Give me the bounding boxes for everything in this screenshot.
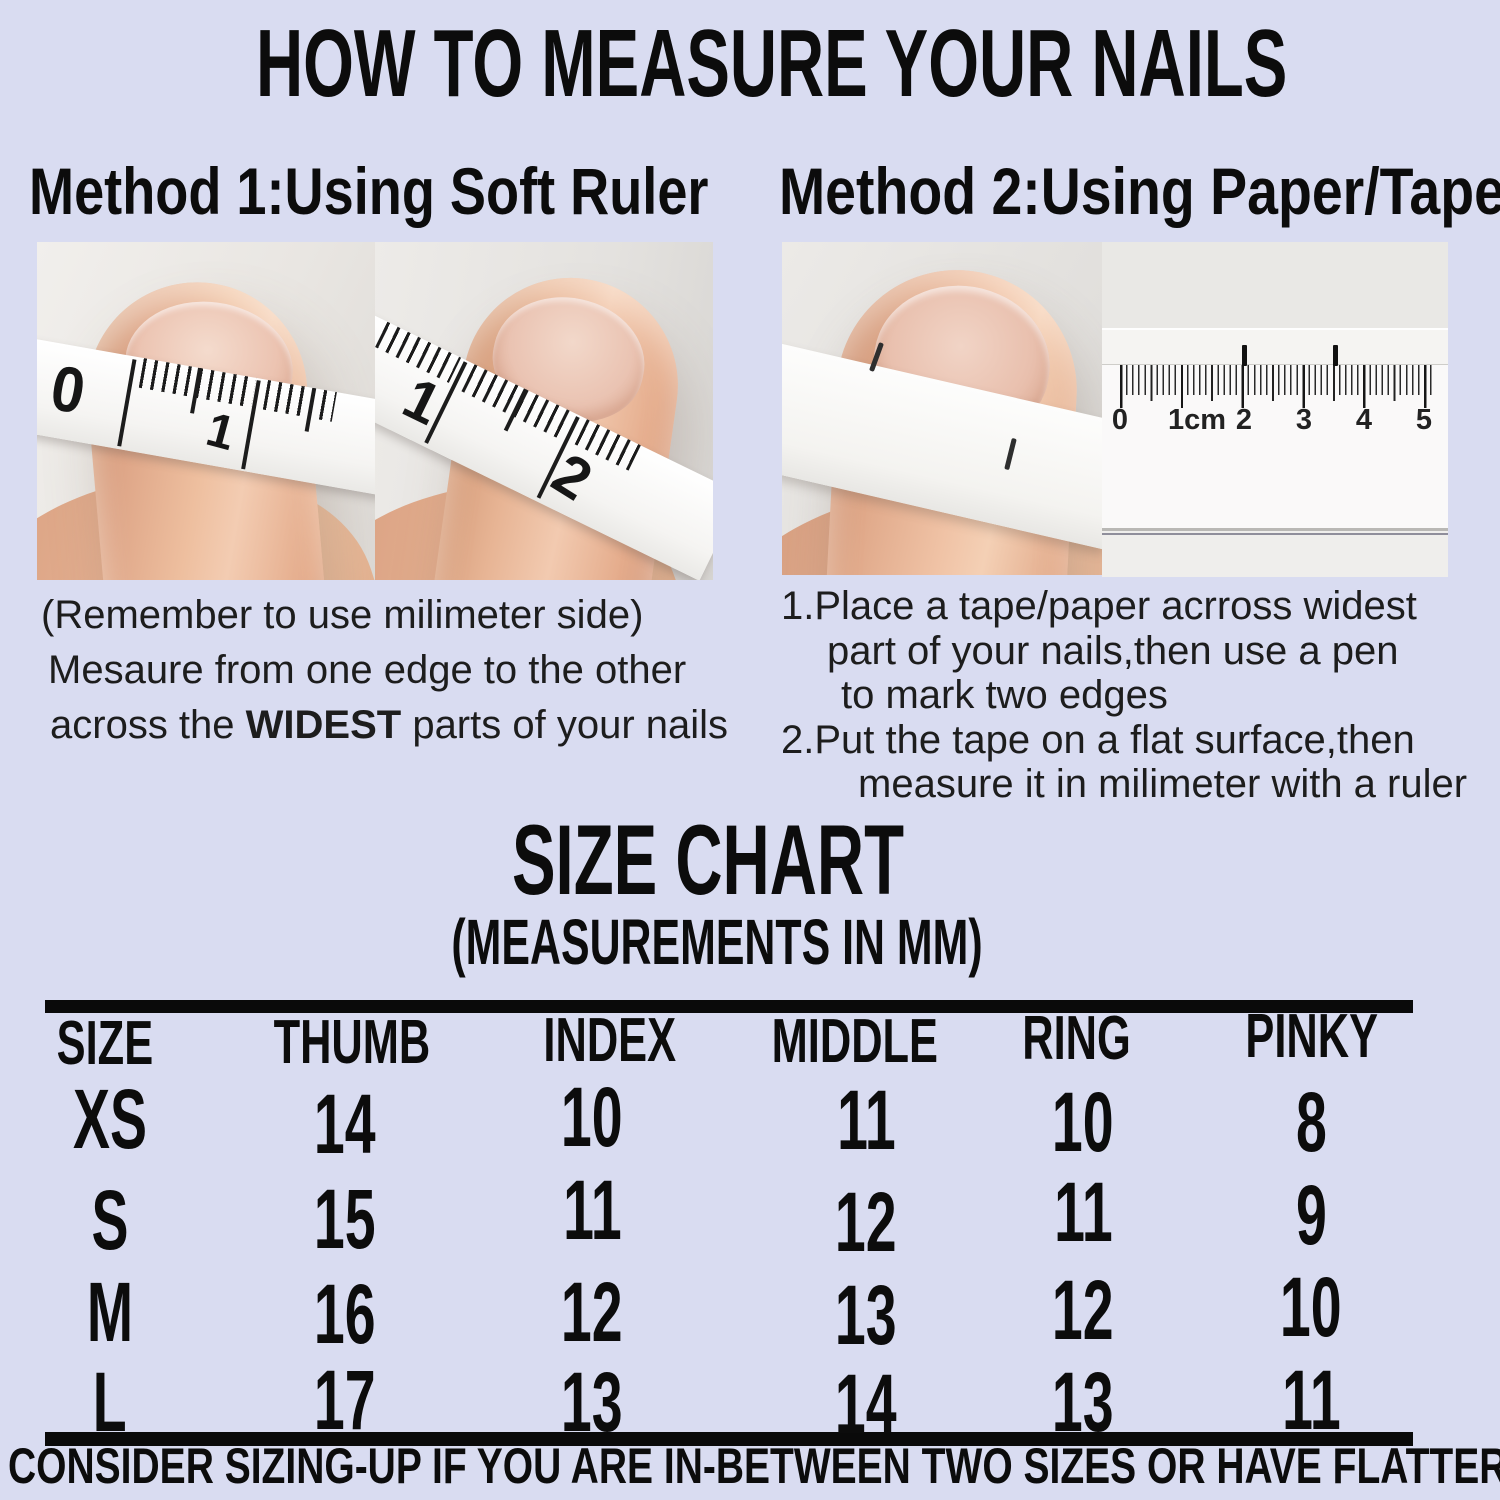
size-chart-footnote: CONSIDER SIZING-UP IF YOU ARE IN-BETWEEN… [8, 1438, 1500, 1494]
ruler-cm-ticks [1120, 365, 1432, 408]
widest-emphasis: WIDEST [245, 703, 402, 747]
size-chart-cell-l-index: 13 [561, 1355, 623, 1449]
size-chart-cell-m-index: 12 [561, 1265, 623, 1359]
tape-cm-line-0 [117, 359, 137, 447]
size-chart-cell-xs-ring: 10 [1052, 1075, 1114, 1169]
method2-step-line2: part of your nails,then use a pen [827, 628, 1399, 673]
ruler-number-5: 5 [1415, 404, 1433, 436]
column-header-ring: RING [1021, 1004, 1131, 1073]
pen-mark-left [1242, 345, 1247, 366]
size-chart-cell-l-middle: 14 [835, 1357, 897, 1451]
ruler-number-2: 2 [1235, 404, 1253, 436]
tape-mm-ticks [262, 380, 337, 422]
size-chart-cell-s-ring: 11 [1053, 1165, 1113, 1259]
size-chart-cell-l-ring: 13 [1052, 1355, 1114, 1449]
method2-steps: 1.Place a tape/paper acrross widest part… [781, 584, 1467, 807]
photo-background [1102, 242, 1448, 328]
size-chart-cell-s-thumb: 15 [314, 1172, 376, 1266]
size-chart-cell-s-index: 11 [562, 1163, 622, 1257]
size-chart-cell-m-pinky: 10 [1280, 1260, 1342, 1354]
method1-photo-soft-ruler-left: 0 1 [37, 242, 375, 580]
size-chart-cell-xs-index: 10 [561, 1070, 623, 1164]
column-header-middle: MIDDLE [771, 1007, 939, 1076]
method1-photo-soft-ruler-right: 1 2 [375, 242, 713, 580]
ruler-number-1cm: 1cm [1167, 404, 1227, 436]
method1-note-line2: Mesaure from one edge to the other [48, 648, 687, 692]
column-header-index: INDEX [543, 1006, 677, 1075]
pen-mark-right [1333, 345, 1338, 366]
method2-photo-paper-band [782, 242, 1102, 575]
column-header-pinky: PINKY [1245, 1002, 1379, 1071]
size-chart-cell-s-middle: 12 [835, 1175, 897, 1269]
size-chart-subtitle: (MEASUREMENTS IN MM) [451, 906, 983, 978]
method2-step-line5: measure it in milimeter with a ruler [858, 762, 1468, 806]
method1-note-line1: (Remember to use milimeter side) [41, 593, 644, 637]
method1-notes: (Remember to use milimeter side) Mesaure… [41, 588, 728, 753]
table-top-rule [45, 1000, 1413, 1013]
size-chart-cell-l-pinky: 11 [1281, 1353, 1341, 1447]
tape-number-1: 1 [200, 403, 241, 462]
method2-heading: Method 2:Using Paper/Tape [779, 154, 1500, 228]
ruler-number-3: 3 [1295, 404, 1313, 436]
table-bottom-rule [45, 1432, 1413, 1446]
size-chart-cell-xs-size: XS [73, 1072, 147, 1166]
ruler-bottom-shadow [1102, 533, 1448, 535]
ruler-number-4: 4 [1355, 404, 1373, 436]
column-header-thumb: THUMB [273, 1008, 431, 1077]
size-chart-cell-m-size: M [86, 1265, 134, 1359]
ruler-bottom-edge [1102, 528, 1448, 531]
size-chart-cell-xs-pinky: 8 [1295, 1075, 1327, 1169]
ruler-number-0: 0 [1111, 404, 1129, 436]
method1-note-line3: across the WIDEST parts of your nails [50, 703, 729, 747]
size-chart-title: SIZE CHART [511, 804, 905, 915]
page-title: HOW TO MEASURE YOUR NAILS [256, 10, 1288, 117]
size-chart-cell-xs-thumb: 14 [314, 1077, 376, 1171]
method2-step-line1: 1.Place a tape/paper acrross widest [781, 584, 1417, 628]
tape-number-2: 2 [541, 440, 604, 514]
size-chart-cell-s-size: S [91, 1173, 129, 1267]
method1-heading: Method 1:Using Soft Ruler [29, 154, 709, 228]
method2-step-line4: 2.Put the tape on a flat surface,then [781, 717, 1415, 762]
marked-tape-strip [1102, 328, 1448, 365]
method2-step-line3: to mark two edges [841, 673, 1168, 717]
size-chart-cell-m-ring: 12 [1052, 1263, 1114, 1357]
size-chart-cell-xs-middle: 11 [836, 1073, 896, 1167]
method2-photo-ruler: 0 1cm 2 3 4 5 [1102, 242, 1448, 577]
size-chart-cell-l-thumb: 17 [314, 1353, 376, 1447]
size-chart-cell-l-size: L [93, 1355, 127, 1449]
size-chart-cell-m-middle: 13 [835, 1268, 897, 1362]
size-chart-cell-m-thumb: 16 [314, 1267, 376, 1361]
column-header-size: SIZE [56, 1009, 154, 1078]
size-chart-cell-s-pinky: 9 [1295, 1168, 1327, 1262]
tape-number-1: 1 [393, 365, 451, 438]
tape-number-0: 0 [45, 351, 91, 428]
